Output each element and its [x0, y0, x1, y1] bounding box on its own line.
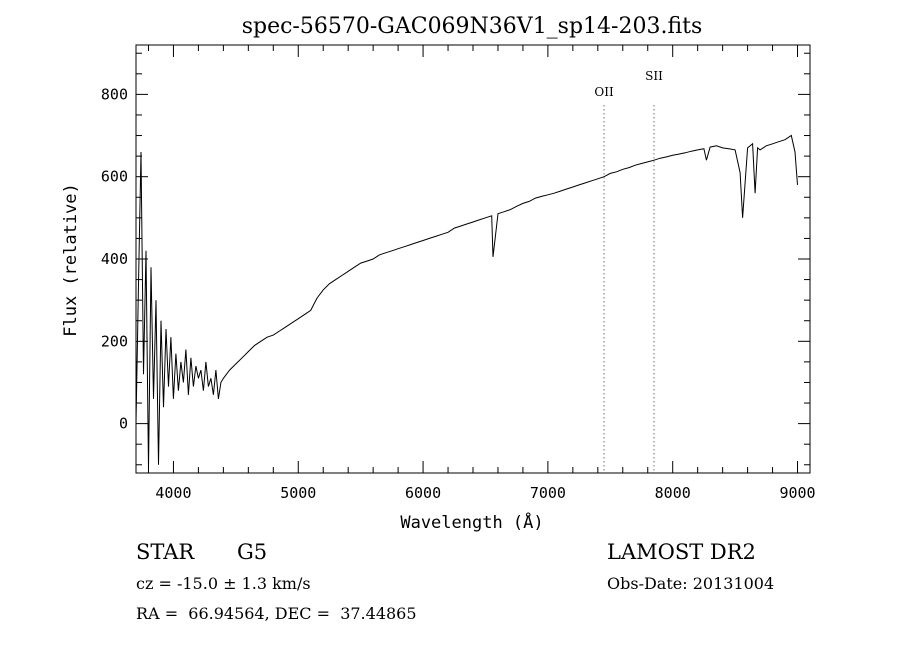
- x-axis: 4000 5000 6000 7000 8000 9000: [147, 45, 816, 502]
- y-tick-label: 400: [101, 250, 128, 268]
- line-marker-label-sii: SII: [645, 69, 663, 83]
- x-tick-label: 9000: [779, 484, 815, 502]
- y-axis: 0 200 400 600 800: [101, 52, 810, 466]
- object-class: STAR: [136, 540, 195, 564]
- x-tick-label: 8000: [655, 484, 691, 502]
- survey-name: LAMOST DR2: [607, 540, 756, 564]
- spectrum-line: [135, 134, 798, 469]
- x-tick-label: 6000: [405, 484, 441, 502]
- x-tick-label: 4000: [155, 484, 191, 502]
- redshift-info: cz = -15.0 ± 1.3 km/s: [136, 574, 311, 593]
- x-tick-label: 7000: [530, 484, 566, 502]
- line-marker-label-oii: OII: [594, 85, 614, 99]
- plot-frame: [135, 44, 811, 474]
- coordinates-info: RA = 66.94564, DEC = 37.44865: [136, 604, 417, 623]
- chart-title: spec-56570-GAC069N36V1_sp14-203.fits: [242, 14, 703, 39]
- y-axis-label: Flux (relative): [61, 183, 81, 337]
- object-subclass: G5: [237, 540, 268, 564]
- x-tick-label: 5000: [280, 484, 316, 502]
- y-tick-label: 0: [119, 415, 128, 433]
- y-tick-label: 200: [101, 332, 128, 350]
- y-tick-label: 600: [101, 168, 128, 186]
- observation-date: Obs-Date: 20131004: [607, 574, 775, 593]
- spectrum-line-layer: [135, 134, 798, 469]
- line-markers: OII SII: [594, 69, 663, 473]
- y-tick-label: 800: [101, 85, 128, 103]
- x-axis-label: Wavelength (Å): [400, 511, 543, 533]
